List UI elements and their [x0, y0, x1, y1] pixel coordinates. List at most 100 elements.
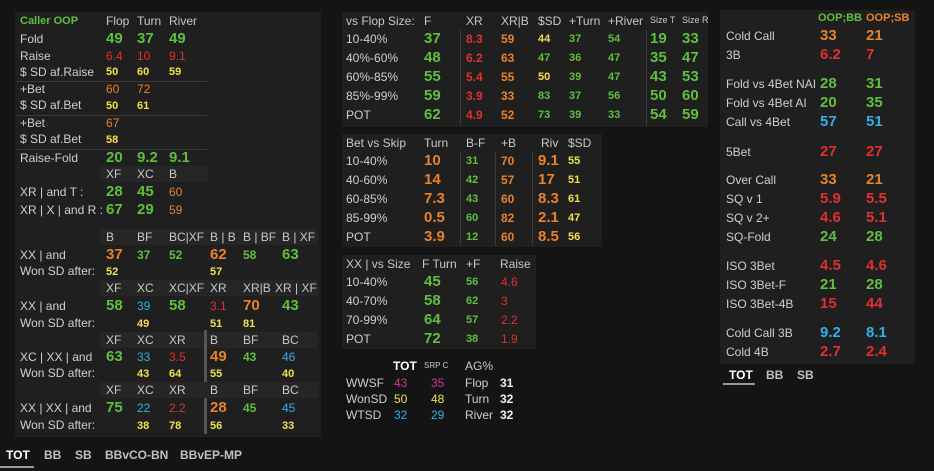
g4-v0: 75 [106, 399, 123, 416]
r-call4b-bb: 57 [820, 113, 837, 130]
r-fold4b-nai-label: Fold vs 4Bet NAI [726, 77, 817, 91]
t1-h1: F [424, 14, 432, 28]
g3-w2: 64 [169, 368, 182, 380]
t4-r0-ag-label: Flop [465, 376, 489, 390]
grid4-header-bg [100, 382, 318, 398]
g4-v5: 45 [282, 401, 296, 415]
col-oop-sb: OOP;SB [866, 12, 910, 24]
t1-r0-label: 10-40% [346, 32, 388, 46]
right-tab-sb[interactable]: SB [797, 368, 814, 382]
t3-r3-v0: 72 [424, 330, 441, 347]
t4-r2-ag-label: River [465, 408, 494, 422]
tab-bbvco-bn[interactable]: BBvCO-BN [105, 448, 169, 462]
t1-r4-label: POT [346, 108, 371, 122]
g2-w3: 51 [210, 318, 223, 330]
sd1-label: $ SD af.Bet [20, 98, 82, 112]
g2-v3: 3.1 [210, 299, 227, 313]
tab-tot[interactable]: TOT [6, 448, 30, 462]
g2-v5: 43 [282, 297, 299, 314]
fold-flop: 49 [106, 30, 123, 47]
sd1-turn: 61 [137, 100, 150, 112]
raise-fold-label: Raise-Fold [20, 151, 79, 165]
r-3b-sb: 7 [866, 46, 875, 63]
t4-r1-v0: 50 [394, 392, 408, 406]
t1-r4-v1: 4.9 [466, 108, 483, 122]
t1-r2-v3: 50 [538, 71, 551, 83]
tab-bbvep-mp[interactable]: BBvEP-MP [180, 448, 243, 462]
raise-flop: 6.4 [106, 49, 123, 63]
r-iso3b-label: ISO 3Bet [726, 259, 775, 273]
t3-h3: Raise [500, 257, 531, 271]
t2-r1-v2: 57 [501, 173, 515, 187]
t1-r4-v7: 59 [682, 106, 699, 123]
g1-h4: B | BF [243, 230, 277, 244]
t3-r0-v1: 56 [466, 276, 479, 288]
t3-r2-v0: 64 [424, 311, 441, 328]
g1-h1: BF [137, 230, 153, 244]
t1-r3-label: 85%-99% [346, 89, 399, 103]
r-fold4b-nai-bb: 28 [820, 75, 837, 92]
grid2-header-bg [100, 280, 318, 296]
r-3b-label: 3B [726, 48, 741, 62]
bet-vs-skip-table [342, 134, 602, 247]
g3-v3: 49 [210, 348, 227, 365]
grid3-header-bg [100, 332, 318, 348]
t1-r4-v4: 39 [569, 109, 582, 121]
g1-won: Won SD after: [20, 264, 96, 278]
t1-r2-v1: 5.4 [466, 70, 483, 84]
g4-label: XX | XX | and [20, 401, 92, 415]
r-fold4b-ai-label: Fold vs 4Bet AI [726, 96, 807, 110]
g3-h2: XR [169, 333, 186, 347]
t2-r0-v1: 31 [466, 155, 479, 167]
r-sqv2-bb: 4.6 [820, 209, 841, 226]
t2-r0-v2: 70 [501, 154, 515, 168]
t1-r2-v4: 39 [569, 71, 582, 83]
t3-r1-v2: 3 [501, 294, 508, 308]
t2-r1-v0: 14 [424, 171, 441, 188]
g3-h5: BC [282, 333, 299, 347]
t4-r0-v0: 43 [394, 376, 408, 390]
t1-r1-v5: 47 [608, 52, 621, 64]
raise-river: 9.1 [169, 49, 186, 63]
r-sqv1-label: SQ v 1 [726, 192, 763, 206]
right-tab-bb[interactable]: BB [766, 368, 784, 382]
xr1-xc: 45 [137, 183, 154, 200]
sep [532, 152, 533, 246]
t1-h7: Size T [650, 15, 676, 25]
xr2-b: 59 [169, 203, 183, 217]
t2-r4-v0: 3.9 [424, 228, 445, 245]
fold-turn: 37 [137, 30, 154, 47]
tab-bb[interactable]: BB [44, 448, 62, 462]
t1-h4: $SD [538, 14, 562, 28]
divider [17, 149, 207, 150]
rf-turn: 9.2 [137, 149, 158, 166]
g3-h0: XF [106, 333, 122, 347]
g3-w3: 55 [210, 368, 223, 380]
t2-h4: Riv [541, 136, 559, 150]
t4-r1-v1: 48 [431, 392, 445, 406]
t1-r0-v7: 33 [682, 30, 699, 47]
t2-r3-v0: 0.5 [424, 209, 445, 226]
tab-sb[interactable]: SB [75, 448, 92, 462]
g4-v2: 2.2 [169, 401, 186, 415]
r-iso3bf-bb: 21 [820, 276, 837, 293]
right-tab-tot[interactable]: TOT [729, 368, 753, 382]
bottom-tab-underline [0, 466, 34, 468]
g3-h4: BF [243, 333, 259, 347]
g3-won: Won SD after: [20, 366, 96, 380]
t3-r0-v0: 45 [424, 273, 441, 290]
t1-r1-label: 40%-60% [346, 51, 399, 65]
r-overcall-label: Over Call [726, 173, 777, 187]
bet1-flop: 60 [106, 82, 120, 96]
t1-r1-v7: 47 [682, 49, 699, 66]
g3-w5: 40 [282, 368, 295, 380]
t1-r4-v0: 62 [424, 106, 441, 123]
r-iso3bf-label: ISO 3Bet-F [726, 278, 787, 292]
g4-v4: 45 [243, 401, 257, 415]
caller-oop-panel [15, 12, 321, 437]
g4-w5: 33 [282, 420, 295, 432]
t2-r0-label: 10-40% [346, 154, 388, 168]
t2-r3-v1: 60 [466, 212, 479, 224]
t3-h1: F Turn [422, 257, 457, 271]
g3-h3: B [210, 333, 219, 347]
